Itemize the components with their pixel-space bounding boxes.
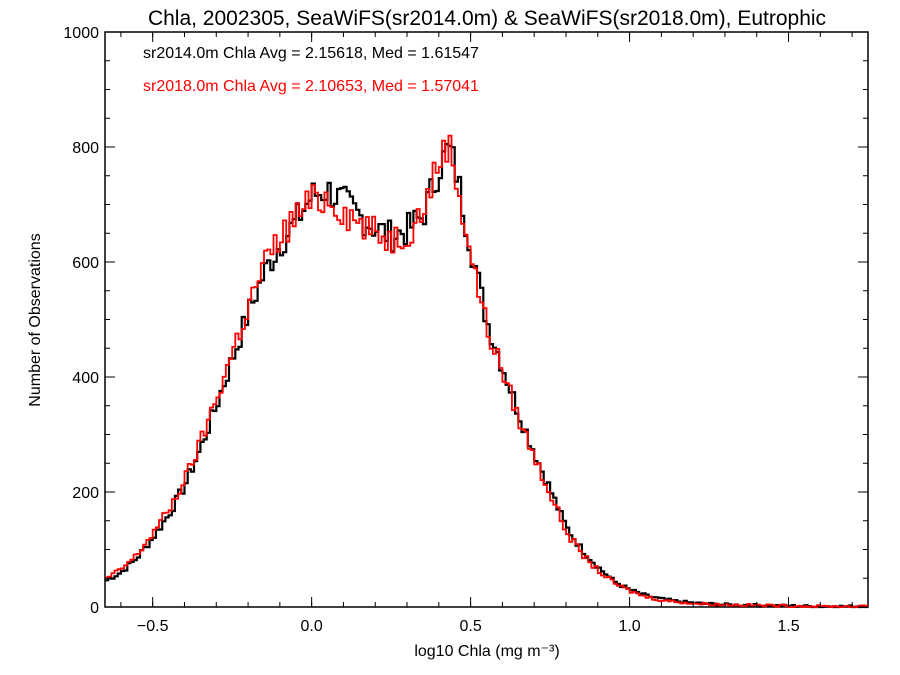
plot-area: −0.5 0.0 0.5 1.0 1.5 0 200 400 600 800 1000 [63, 25, 869, 635]
x-axis-ticks: −0.5 0.0 0.5 1.0 1.5 [120, 32, 853, 635]
y-tick-label: 800 [72, 140, 99, 157]
x-axis-label: log10 Chla (mg m⁻³) [414, 643, 559, 660]
y-tick-label: 400 [72, 370, 99, 387]
annotation-sr2014: sr2014.0m Chla Avg = 2.15618, Med = 1.61… [143, 45, 479, 62]
x-tick-label: 0.0 [301, 618, 323, 635]
y-axis-label: Number of Observations [27, 233, 44, 406]
series-line-1 [105, 134, 868, 608]
x-tick-label: 1.0 [618, 618, 640, 635]
chart-title: Chla, 2002305, SeaWiFS(sr2014.0m) & SeaW… [148, 7, 826, 30]
y-axis-ticks: 0 200 400 600 800 1000 [63, 25, 868, 617]
y-tick-label: 0 [90, 600, 99, 617]
annotation-sr2018: sr2018.0m Chla Avg = 2.10653, Med = 1.57… [143, 78, 479, 95]
x-tick-label: 1.5 [777, 618, 799, 635]
y-tick-label: 200 [72, 485, 99, 502]
series-layer [105, 134, 868, 609]
x-tick-label: 0.5 [459, 618, 481, 635]
x-tick-label: −0.5 [137, 618, 169, 635]
y-tick-label: 600 [72, 255, 99, 272]
y-tick-label: 1000 [63, 25, 99, 42]
